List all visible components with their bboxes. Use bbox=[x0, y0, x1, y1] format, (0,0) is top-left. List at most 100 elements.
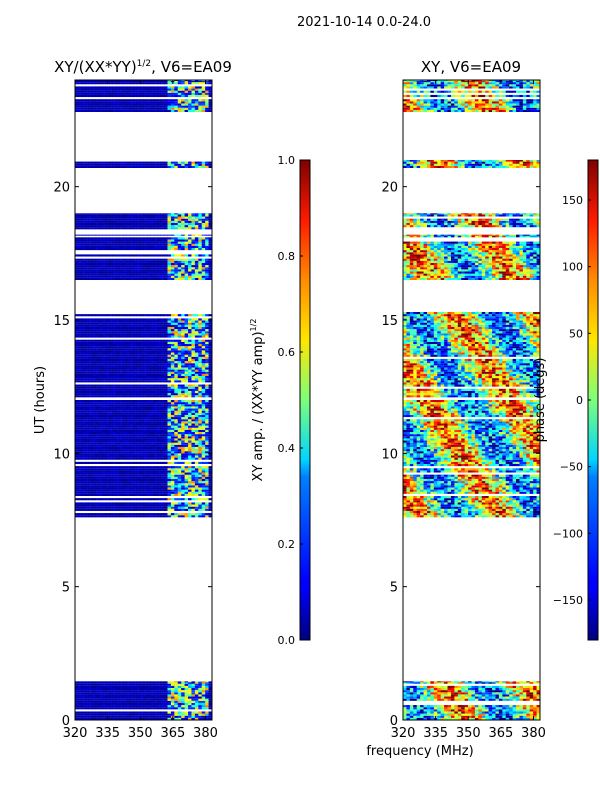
heatmap-cell bbox=[154, 242, 158, 244]
heatmap-row bbox=[75, 357, 212, 359]
heatmap-cell bbox=[130, 462, 134, 464]
heatmap-cell bbox=[85, 423, 89, 425]
heatmap-cell bbox=[161, 479, 165, 481]
heatmap-cell bbox=[89, 331, 93, 333]
heatmap-cell bbox=[82, 714, 86, 716]
heatmap-cell bbox=[133, 430, 137, 432]
heatmap-cell bbox=[167, 404, 171, 406]
heatmap-cell bbox=[89, 711, 93, 713]
heatmap-cell bbox=[150, 451, 154, 453]
heatmap-cell bbox=[154, 246, 158, 248]
heatmap-cell bbox=[195, 344, 199, 346]
heatmap-cell bbox=[164, 276, 168, 278]
heatmap-cell bbox=[191, 451, 195, 453]
heatmap-cell bbox=[96, 359, 100, 361]
heatmap-cell bbox=[82, 235, 86, 236]
heatmap-cell bbox=[157, 507, 161, 509]
heatmap-cell bbox=[171, 694, 175, 696]
heatmap-cell bbox=[130, 515, 134, 517]
heatmap-cell bbox=[109, 359, 113, 361]
heatmap-cell bbox=[109, 235, 113, 236]
heatmap-cell bbox=[150, 248, 154, 250]
heatmap-cell bbox=[195, 274, 199, 276]
heatmap-cell bbox=[191, 507, 195, 509]
heatmap-cell bbox=[198, 451, 202, 453]
heatmap-cell bbox=[171, 325, 175, 327]
heatmap-cell bbox=[195, 411, 199, 413]
heatmap-cell bbox=[133, 340, 137, 342]
heatmap-cell bbox=[150, 314, 154, 316]
heatmap-cell bbox=[195, 321, 199, 323]
heatmap-cell bbox=[188, 703, 192, 705]
heatmap-cell bbox=[89, 432, 93, 434]
heatmap-cell bbox=[113, 509, 117, 511]
heatmap-cell bbox=[171, 703, 175, 705]
heatmap-cell bbox=[167, 357, 171, 359]
heatmap-row bbox=[75, 246, 212, 248]
heatmap-cell bbox=[191, 434, 195, 436]
heatmap-cell bbox=[102, 684, 106, 686]
heatmap-cell bbox=[198, 378, 202, 380]
heatmap-cell bbox=[205, 246, 209, 248]
heatmap-cell bbox=[137, 259, 141, 261]
heatmap-cell bbox=[126, 235, 130, 236]
heatmap-cell bbox=[123, 686, 127, 688]
heatmap-row bbox=[75, 278, 212, 280]
heatmap-cell bbox=[181, 350, 185, 352]
heatmap-cell bbox=[161, 485, 165, 487]
heatmap-cell bbox=[174, 470, 178, 472]
heatmap-cell bbox=[92, 244, 96, 246]
heatmap-cell bbox=[174, 342, 178, 344]
heatmap-cell bbox=[188, 430, 192, 432]
heatmap-cell bbox=[150, 367, 154, 369]
heatmap-cell bbox=[164, 380, 168, 382]
heatmap-cell bbox=[78, 376, 82, 378]
heatmap-cell bbox=[96, 417, 100, 419]
heatmap-cell bbox=[161, 269, 165, 271]
heatmap-cell bbox=[126, 490, 130, 492]
heatmap-cell bbox=[126, 237, 130, 239]
heatmap-cell bbox=[191, 239, 195, 241]
heatmap-cell bbox=[202, 314, 206, 316]
heatmap-cell bbox=[102, 462, 106, 464]
heatmap-cell bbox=[106, 411, 110, 413]
heatmap-cell bbox=[195, 479, 199, 481]
heatmap-cell bbox=[130, 400, 134, 402]
heatmap-cell bbox=[89, 353, 93, 355]
heatmap-cell bbox=[164, 372, 168, 374]
heatmap-cell bbox=[96, 387, 100, 389]
heatmap-cell bbox=[198, 348, 202, 350]
heatmap-cell bbox=[116, 318, 120, 320]
heatmap-cell bbox=[116, 378, 120, 380]
heatmap-cell bbox=[130, 481, 134, 483]
heatmap-cell bbox=[137, 346, 141, 348]
heatmap-cell bbox=[116, 340, 120, 342]
heatmap-cell bbox=[109, 458, 113, 460]
heatmap-cell bbox=[109, 278, 113, 280]
heatmap-cell bbox=[174, 684, 178, 686]
heatmap-cell bbox=[92, 513, 96, 515]
heatmap-cell bbox=[85, 436, 89, 438]
heatmap-cell bbox=[109, 391, 113, 393]
heatmap-cell bbox=[96, 350, 100, 352]
heatmap-cell bbox=[96, 239, 100, 241]
heatmap-cell bbox=[78, 239, 82, 241]
heatmap-cell bbox=[164, 441, 168, 443]
heatmap-cell bbox=[126, 329, 130, 331]
heatmap-cell bbox=[96, 276, 100, 278]
heatmap-cell bbox=[167, 389, 171, 391]
heatmap-cell bbox=[140, 271, 144, 273]
heatmap-cell bbox=[113, 451, 117, 453]
heatmap-cell bbox=[147, 374, 151, 376]
heatmap-cell bbox=[133, 387, 137, 389]
heatmap-cell bbox=[150, 350, 154, 352]
heatmap-cell bbox=[75, 686, 79, 688]
heatmap-cell bbox=[130, 370, 134, 372]
heatmap-cell bbox=[130, 239, 134, 241]
heatmap-cell bbox=[102, 470, 106, 472]
heatmap-cell bbox=[75, 271, 79, 273]
heatmap-cell bbox=[174, 494, 178, 496]
heatmap-cell bbox=[178, 692, 182, 694]
heatmap-row bbox=[75, 314, 212, 316]
heatmap-cell bbox=[106, 265, 110, 267]
